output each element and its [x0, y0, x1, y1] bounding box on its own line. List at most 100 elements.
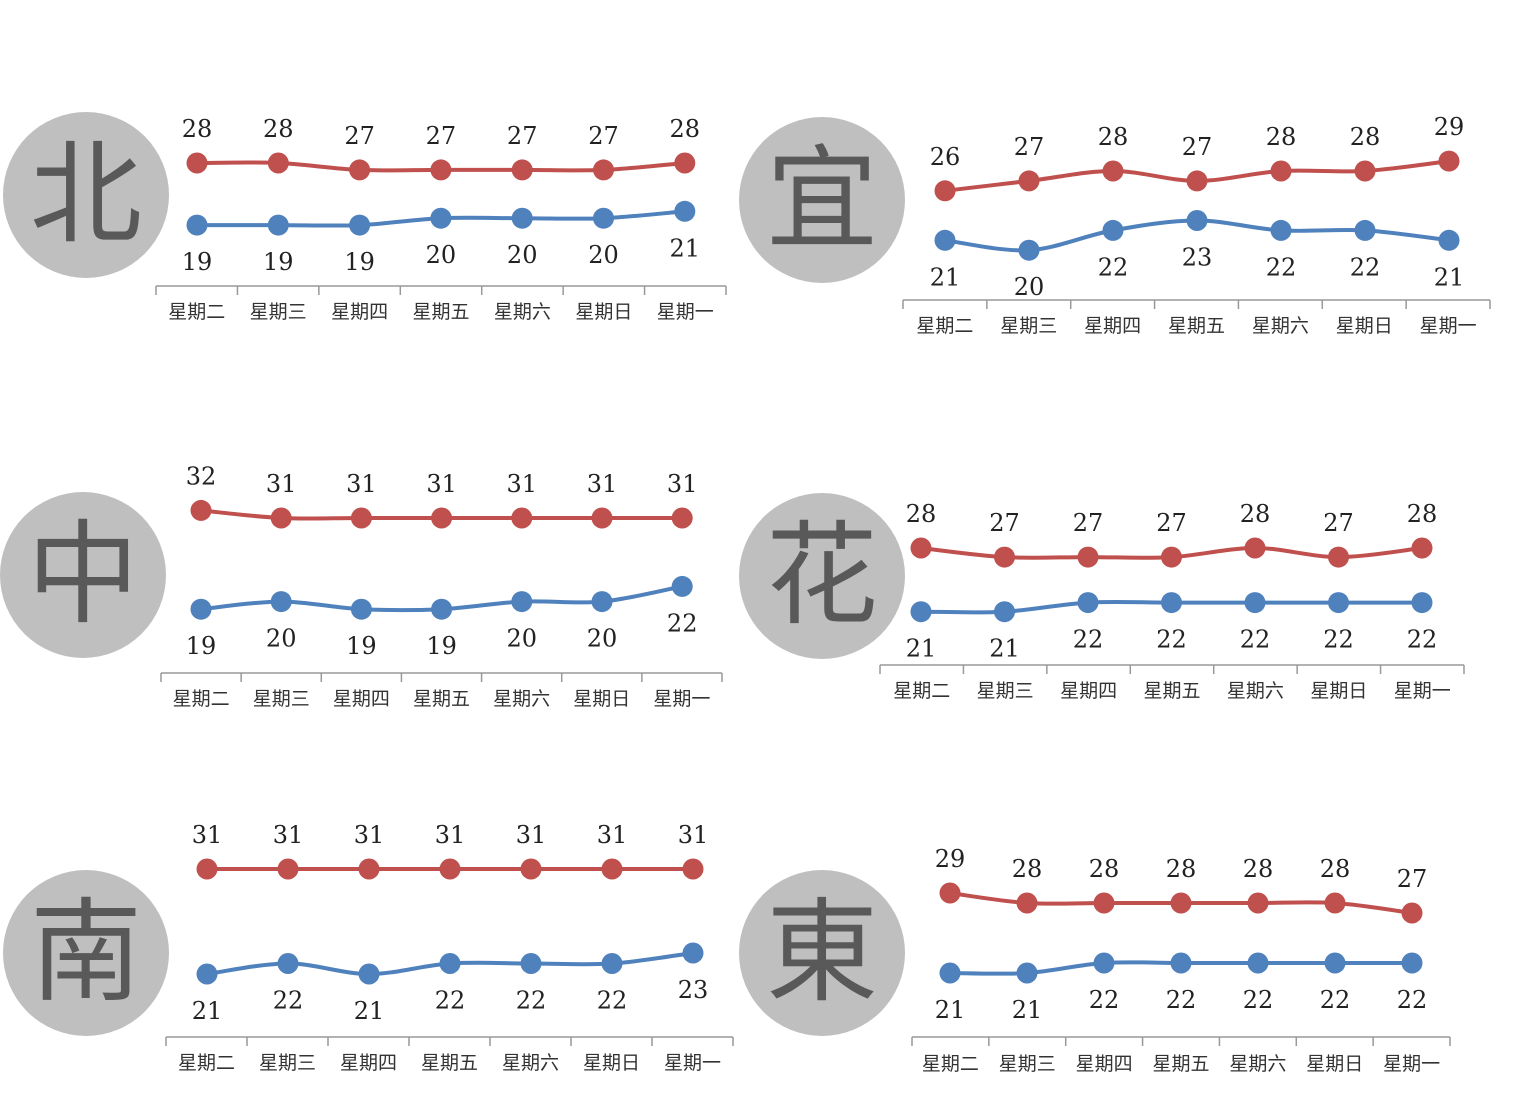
- x-tick-label: 星期六: [493, 688, 550, 710]
- x-tick-label: 星期五: [1152, 1053, 1209, 1075]
- high-temperature-point: [277, 858, 299, 880]
- x-tick-label: 星期日: [575, 301, 632, 323]
- x-tick-label: 星期五: [421, 1052, 478, 1074]
- line-chart-0: 星期二 星期三 星期四 星期五 星期六 星期日 星期一 28 28 27 27 27 27 28 19 19 1…: [155, 115, 727, 323]
- low-temperature-point: [511, 207, 533, 229]
- high-temperature-label: 28: [1407, 500, 1438, 528]
- high-temperature-label: 27: [1182, 133, 1213, 161]
- x-tick-label: 星期三: [977, 680, 1034, 702]
- high-temperature-label: 27: [588, 122, 619, 150]
- low-temperature-label: 21: [906, 635, 937, 663]
- low-temperature-label: 22: [1089, 986, 1120, 1014]
- low-temperature-label: 21: [1434, 263, 1465, 291]
- x-tick-label: 星期日: [1306, 1053, 1363, 1075]
- low-temperature-label: 21: [670, 234, 701, 262]
- low-temperature-label: 22: [1098, 253, 1129, 281]
- low-temperature-point: [439, 953, 461, 974]
- line-chart-2: 星期二 星期三 星期四 星期五 星期六 星期日 星期一 32 31 31 31 31 31 31 19 20 1…: [160, 462, 723, 710]
- low-temperature-label: 22: [1156, 626, 1187, 654]
- low-temperature-point: [1328, 592, 1349, 614]
- high-temperature-point: [520, 858, 542, 880]
- high-temperature-label: 31: [426, 470, 457, 498]
- low-temperature-point: [1077, 592, 1099, 614]
- x-tick-label: 星期四: [1060, 680, 1117, 702]
- low-temperature-label: 22: [435, 987, 466, 1015]
- high-temperature-label: 28: [1089, 855, 1120, 883]
- high-temperature-point: [1438, 150, 1460, 172]
- high-temperature-label: 31: [354, 821, 385, 849]
- high-temperature-label: 27: [1323, 509, 1354, 537]
- x-tick-label: 星期三: [999, 1053, 1056, 1075]
- low-temperature-point: [682, 942, 704, 964]
- region-badge-zhong: 中: [0, 492, 166, 658]
- low-temperature-point: [910, 601, 932, 623]
- low-temperature-point: [939, 962, 961, 984]
- high-temperature-label: 31: [435, 821, 466, 849]
- low-temperature-label: 19: [426, 632, 457, 660]
- low-temperature-point: [349, 214, 371, 236]
- high-temperature-label: 31: [597, 821, 628, 849]
- low-temperature-point: [511, 591, 533, 613]
- low-temperature-point: [934, 229, 956, 251]
- low-temperature-point: [431, 598, 453, 620]
- high-temperature-point: [1170, 892, 1192, 914]
- high-temperature-point: [350, 507, 372, 529]
- high-temperature-point: [601, 858, 623, 880]
- high-temperature-point: [1016, 892, 1038, 914]
- low-temperature-point: [1244, 592, 1266, 614]
- high-temperature-point: [994, 546, 1015, 568]
- high-temperature-label: 27: [344, 122, 375, 150]
- high-temperature-label: 31: [273, 821, 304, 849]
- high-temperature-point: [1247, 892, 1269, 914]
- low-temperature-label: 21: [935, 996, 966, 1024]
- region-badge-bei: 北: [3, 112, 169, 278]
- x-tick-label: 星期二: [168, 301, 225, 323]
- x-tick-label: 星期五: [1143, 680, 1200, 702]
- low-temperature-label: 22: [516, 987, 547, 1015]
- low-temperature-label: 22: [597, 987, 628, 1015]
- line-chart-4: 星期二 星期三 星期四 星期五 星期六 星期日 星期一 31 31 31 31 31 31 31 21 22 2…: [165, 821, 734, 1074]
- x-tick-label: 星期日: [583, 1052, 640, 1074]
- low-temperature-label: 19: [263, 248, 294, 276]
- low-temperature-label: 20: [588, 241, 619, 269]
- high-temperature-point: [439, 858, 461, 880]
- x-tick-label: 星期一: [653, 688, 710, 710]
- low-temperature-label: 22: [1407, 626, 1438, 654]
- high-temperature-point: [593, 159, 614, 181]
- high-temperature-point: [1077, 546, 1099, 568]
- high-temperature-label: 31: [507, 470, 538, 498]
- low-temperature-label: 22: [1073, 626, 1104, 654]
- low-temperature-label: 22: [1266, 253, 1297, 281]
- high-temperature-point: [591, 507, 613, 529]
- x-tick-label: 星期六: [1252, 315, 1309, 337]
- low-temperature-point: [601, 953, 623, 974]
- x-tick-label: 星期二: [922, 1053, 979, 1075]
- low-temperature-point: [196, 963, 218, 985]
- low-temperature-label: 20: [266, 625, 297, 653]
- low-temperature-label: 22: [1397, 986, 1428, 1014]
- low-temperature-label: 22: [1243, 986, 1274, 1014]
- high-temperature-label: 28: [263, 115, 294, 143]
- low-temperature-label: 22: [273, 987, 304, 1015]
- low-temperature-label: 20: [426, 241, 457, 269]
- x-tick-label: 星期四: [331, 301, 388, 323]
- high-temperature-label: 28: [1350, 123, 1381, 151]
- low-temperature-point: [1401, 952, 1423, 974]
- region-badge-nan: 南: [3, 870, 169, 1036]
- high-temperature-point: [1270, 160, 1292, 182]
- x-tick-label: 星期日: [1310, 680, 1367, 702]
- high-temperature-label: 28: [1240, 500, 1271, 528]
- low-temperature-point: [1324, 952, 1346, 974]
- high-temperature-point: [431, 507, 453, 529]
- low-temperature-point: [270, 591, 292, 613]
- low-temperature-point: [350, 598, 372, 620]
- low-temperature-label: 22: [1240, 626, 1271, 654]
- high-temperature-label: 27: [426, 122, 457, 150]
- low-temperature-point: [593, 207, 614, 229]
- high-temperature-label: 28: [1266, 123, 1297, 151]
- low-temperature-point: [520, 953, 542, 974]
- high-temperature-point: [671, 507, 693, 529]
- low-temperature-label: 22: [667, 609, 698, 637]
- low-temperature-point: [430, 207, 452, 229]
